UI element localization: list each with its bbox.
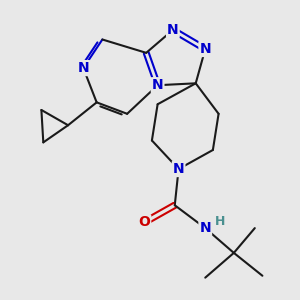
Text: N: N (200, 221, 211, 235)
Text: N: N (167, 23, 179, 37)
Text: O: O (138, 215, 150, 230)
Text: N: N (77, 61, 89, 75)
Text: N: N (152, 78, 164, 92)
Text: H: H (214, 215, 225, 228)
Text: N: N (173, 162, 184, 176)
Text: N: N (200, 42, 211, 56)
